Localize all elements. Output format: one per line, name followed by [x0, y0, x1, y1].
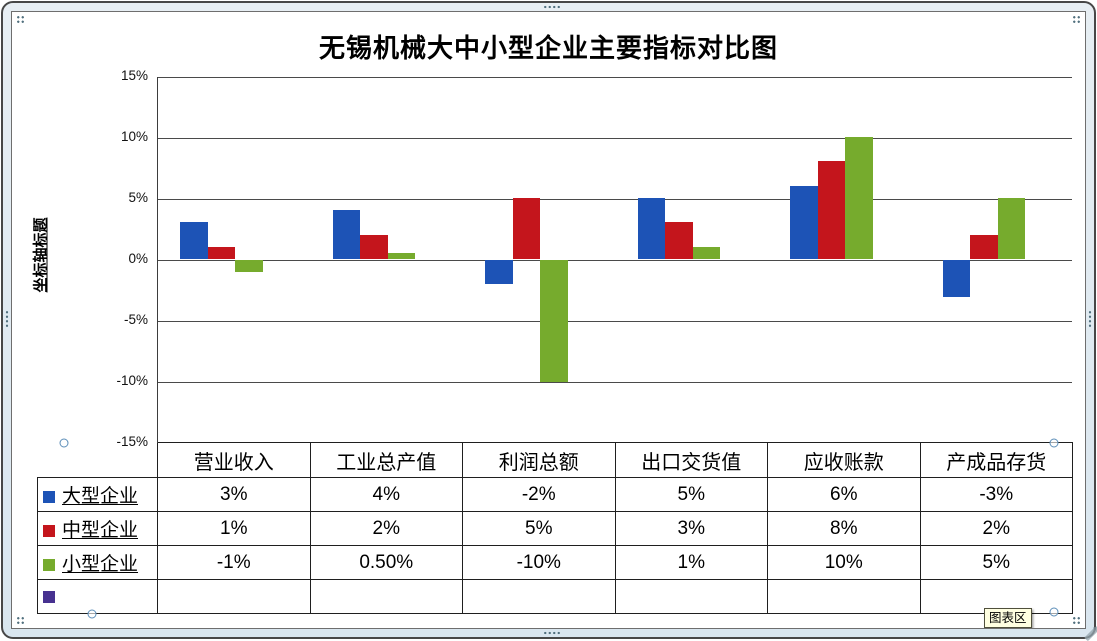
- gridline: [157, 260, 1072, 261]
- series-legend-cell[interactable]: 中型企业: [37, 511, 158, 546]
- category-header: 工业总产值: [309, 442, 463, 478]
- value-cell: 8%: [767, 511, 921, 546]
- value-cell: [462, 579, 616, 614]
- selection-handle-bottom-right[interactable]: [1072, 616, 1081, 625]
- y-axis-tick-label: 0%: [128, 251, 148, 266]
- selection-handle-right[interactable]: [1088, 310, 1092, 328]
- bar-series3-cat4[interactable]: [692, 246, 720, 259]
- selection-handle-bottom[interactable]: [543, 631, 561, 635]
- gridline: [157, 138, 1072, 139]
- series-legend-cell[interactable]: [37, 579, 158, 614]
- value-cell: [614, 579, 768, 614]
- value-cell: [767, 579, 921, 614]
- y-axis-tick-label: 10%: [120, 129, 148, 144]
- category-header: 出口交货值: [614, 442, 768, 478]
- value-cell: [157, 579, 311, 614]
- y-axis-tick-label: -5%: [123, 312, 148, 327]
- data-table-grid[interactable]: 营业收入 工业总产值 利润总额 出口交货值 应收账款 产成品存货 大型企业 3% 4% -2% 5%…: [37, 442, 1073, 614]
- value-cell: 1%: [157, 511, 311, 546]
- value-cell: 3%: [157, 477, 311, 512]
- category-header: 营业收入: [157, 442, 311, 478]
- category-header: 产成品存货: [919, 442, 1073, 478]
- plot-selection-handle[interactable]: [59, 438, 69, 448]
- value-cell: -1%: [157, 545, 311, 580]
- value-cell: -3%: [919, 477, 1073, 512]
- chart-area[interactable]: 无锡机械大中小型企业主要指标对比图 坐标轴标题 营业收入 工业总产值 利润总额 出口交…: [11, 11, 1086, 629]
- y-axis-line: [157, 77, 158, 443]
- chart-area-tooltip: 图表区: [984, 608, 1032, 628]
- gridline: [157, 199, 1072, 200]
- value-cell: 2%: [919, 511, 1073, 546]
- bar-series2-cat5[interactable]: [817, 161, 845, 259]
- selection-handle-top[interactable]: [543, 5, 561, 9]
- legend-swatch: [43, 525, 55, 537]
- y-axis-title[interactable]: 坐标轴标题: [32, 217, 50, 293]
- table-row: 大型企业 3% 4% -2% 5% 6% -3%: [37, 477, 1073, 512]
- bar-series1-cat2[interactable]: [332, 210, 360, 259]
- value-cell: 5%: [462, 511, 616, 546]
- plot-selection-handle[interactable]: [1049, 438, 1059, 448]
- value-cell: 1%: [614, 545, 768, 580]
- bar-series3-cat5[interactable]: [845, 137, 873, 259]
- selection-handle-top-left[interactable]: [16, 15, 25, 24]
- series-name: 中型企业: [62, 520, 139, 541]
- bar-series1-cat4[interactable]: [637, 198, 665, 259]
- y-axis-tick-label: -15%: [116, 434, 148, 449]
- y-axis-tick-label: 15%: [120, 68, 148, 83]
- value-cell: -2%: [462, 477, 616, 512]
- chart-title[interactable]: 无锡机械大中小型企业主要指标对比图: [318, 34, 778, 63]
- value-cell: -10%: [462, 545, 616, 580]
- selection-handle-top-right[interactable]: [1072, 15, 1081, 24]
- plot-selection-handle[interactable]: [1049, 607, 1059, 617]
- bar-series2-cat3[interactable]: [512, 198, 540, 259]
- bar-series1-cat1[interactable]: [180, 222, 208, 259]
- bar-series3-cat2[interactable]: [387, 252, 415, 259]
- value-cell: 3%: [614, 511, 768, 546]
- bar-series2-cat2[interactable]: [360, 234, 388, 259]
- selection-handle-left[interactable]: [5, 310, 9, 328]
- value-cell: 2%: [309, 511, 463, 546]
- table-row: 小型企业 -1% 0.50% -10% 1% 10% 5%: [37, 545, 1073, 580]
- plot-selection-handle[interactable]: [87, 609, 97, 619]
- table-row: 中型企业 1% 2% 5% 3% 8% 2%: [37, 511, 1073, 546]
- gridline: [157, 321, 1072, 322]
- value-cell: 5%: [614, 477, 768, 512]
- series-legend-cell[interactable]: 小型企业: [37, 545, 158, 580]
- value-cell: [309, 579, 463, 614]
- gridline: [157, 382, 1072, 383]
- value-cell: 0.50%: [309, 545, 463, 580]
- bar-series1-cat3[interactable]: [485, 260, 513, 285]
- legend-swatch: [43, 491, 55, 503]
- bar-series2-cat1[interactable]: [207, 246, 235, 259]
- bar-series3-cat1[interactable]: [235, 260, 263, 273]
- value-cell: 4%: [309, 477, 463, 512]
- bar-series3-cat6[interactable]: [997, 198, 1025, 259]
- series-name: 小型企业: [62, 554, 139, 575]
- table-row: [37, 579, 1073, 614]
- y-axis-tick-label: 5%: [128, 190, 148, 205]
- value-cell: 6%: [767, 477, 921, 512]
- value-cell: 5%: [919, 545, 1073, 580]
- bar-series3-cat3[interactable]: [540, 260, 568, 382]
- bar-series2-cat6[interactable]: [970, 234, 998, 259]
- bar-series1-cat6[interactable]: [942, 260, 970, 297]
- bar-series2-cat4[interactable]: [665, 222, 693, 259]
- mouse-cursor: [1084, 627, 1097, 641]
- bar-series1-cat5[interactable]: [790, 185, 818, 259]
- category-header: 应收账款: [767, 442, 921, 478]
- selection-handle-bottom-left[interactable]: [16, 616, 25, 625]
- series-name: 大型企业: [62, 486, 139, 507]
- y-axis-tick-label: -10%: [116, 373, 148, 388]
- legend-swatch: [43, 590, 55, 603]
- value-cell: 10%: [767, 545, 921, 580]
- series-legend-cell[interactable]: 大型企业: [37, 477, 158, 512]
- gridline: [157, 77, 1072, 78]
- category-header: 利润总额: [462, 442, 616, 478]
- legend-swatch: [43, 559, 55, 571]
